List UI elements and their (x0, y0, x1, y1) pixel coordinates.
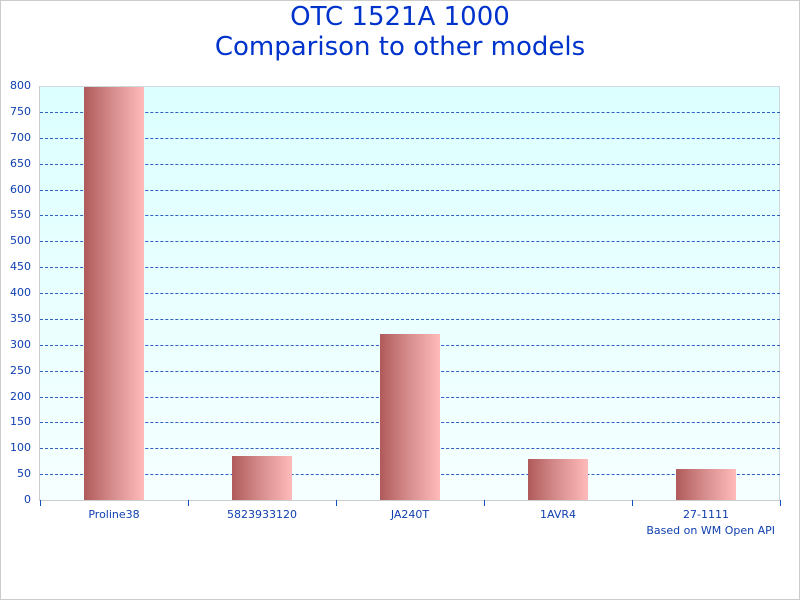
x-tick (40, 500, 41, 506)
x-tick (780, 500, 781, 506)
gridline (40, 138, 780, 139)
y-tick-label: 100 (10, 441, 31, 454)
y-tick-label: 400 (10, 286, 31, 299)
x-axis-line (40, 500, 780, 501)
y-tick-label: 550 (10, 208, 31, 221)
bar (380, 334, 440, 500)
bar (676, 469, 736, 500)
chart-title-line2: Comparison to other models (214, 32, 586, 62)
y-tick-label: 800 (10, 79, 31, 92)
y-tick-label: 750 (10, 105, 31, 118)
x-tick-label: 5823933120 (227, 508, 297, 521)
chart-title: OTC 1521A 1000 Comparison to other model… (0, 2, 800, 62)
y-tick-label: 300 (10, 338, 31, 351)
y-tick-label: 0 (24, 493, 31, 506)
y-tick-label: 150 (10, 415, 31, 428)
gridline (40, 215, 780, 216)
y-tick-label: 500 (10, 234, 31, 247)
x-tick-label: JA240T (390, 508, 430, 521)
gridline (40, 164, 780, 165)
chart-title-line1: OTC 1521A 1000 (290, 2, 510, 32)
x-tick (484, 500, 485, 506)
y-tick-label: 650 (10, 157, 31, 170)
x-tick-label: 27-1111 (683, 508, 729, 521)
gridline (40, 190, 780, 191)
bar (84, 87, 144, 500)
x-tick (188, 500, 189, 506)
gridline (40, 267, 780, 268)
bar (528, 459, 588, 500)
gridline (40, 241, 780, 242)
y-tick-label: 200 (10, 390, 31, 403)
y-tick-label: 450 (10, 260, 31, 273)
x-tick-label: Proline38 (88, 508, 140, 521)
x-tick-label: 1AVR4 (540, 508, 576, 521)
gridline (40, 112, 780, 113)
x-tick (632, 500, 633, 506)
y-tick-label: 50 (17, 467, 31, 480)
gridline (40, 293, 780, 294)
gridline (40, 319, 780, 320)
x-tick (336, 500, 337, 506)
y-tick-label: 250 (10, 364, 31, 377)
y-axis-line (39, 86, 40, 501)
y-tick-label: 600 (10, 183, 31, 196)
credit-note: Based on WM Open API (646, 524, 775, 537)
bar (232, 456, 292, 500)
y-tick-label: 350 (10, 312, 31, 325)
y-tick-label: 700 (10, 131, 31, 144)
